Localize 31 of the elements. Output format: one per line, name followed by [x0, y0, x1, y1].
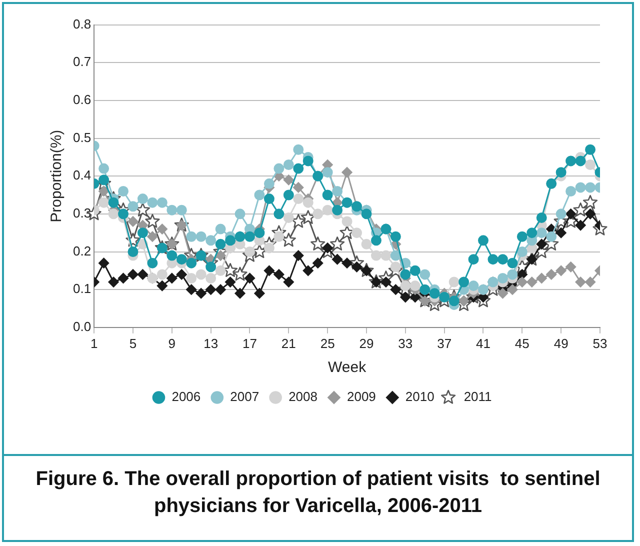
- x-tick-label: 33: [398, 336, 413, 351]
- x-tick-label: 25: [320, 336, 335, 351]
- x-tick-label: 53: [592, 336, 608, 351]
- y-tick-label: 0.4: [72, 168, 92, 183]
- text: Figure 6. The overall proportion of patient visits to sentinel physicians for Varicella, 2006-2011: [34, 467, 602, 519]
- y-tick-label: 0.2: [72, 243, 92, 258]
- x-tick-label: 21: [281, 336, 296, 351]
- x-tick-label: 37: [437, 336, 452, 351]
- legend-label: 2010: [405, 389, 434, 404]
- x-tick-label: 17: [242, 336, 257, 351]
- x-tick-label: 29: [359, 336, 374, 351]
- x-tick-label: 5: [129, 336, 137, 351]
- legend-label: 2011: [464, 389, 492, 404]
- x-tick-label: 49: [554, 336, 568, 351]
- y-axis-title: Proportion(%): [48, 130, 66, 222]
- x-tick-label: 1: [90, 336, 98, 351]
- x-tick-label: 9: [168, 336, 176, 351]
- x-tick-label: 45: [514, 336, 530, 351]
- y-tick-label: 0.0: [72, 318, 92, 334]
- y-tick-label: 0.5: [72, 130, 92, 145]
- x-tick-label: 13: [204, 336, 218, 351]
- y-tick-label: 0.7: [72, 54, 92, 70]
- legend-label: 2006: [172, 389, 201, 404]
- y-tick-label: 0.1: [72, 281, 92, 296]
- y-tick-label: 0.8: [72, 16, 92, 32]
- legend-label: 2009: [346, 389, 376, 404]
- x-axis-title: Week: [328, 359, 367, 376]
- legend-label: 2007: [230, 389, 260, 404]
- y-tick-label: 0.6: [72, 92, 92, 108]
- legend-label: 2008: [288, 389, 318, 404]
- x-tick-label: 41: [476, 336, 490, 351]
